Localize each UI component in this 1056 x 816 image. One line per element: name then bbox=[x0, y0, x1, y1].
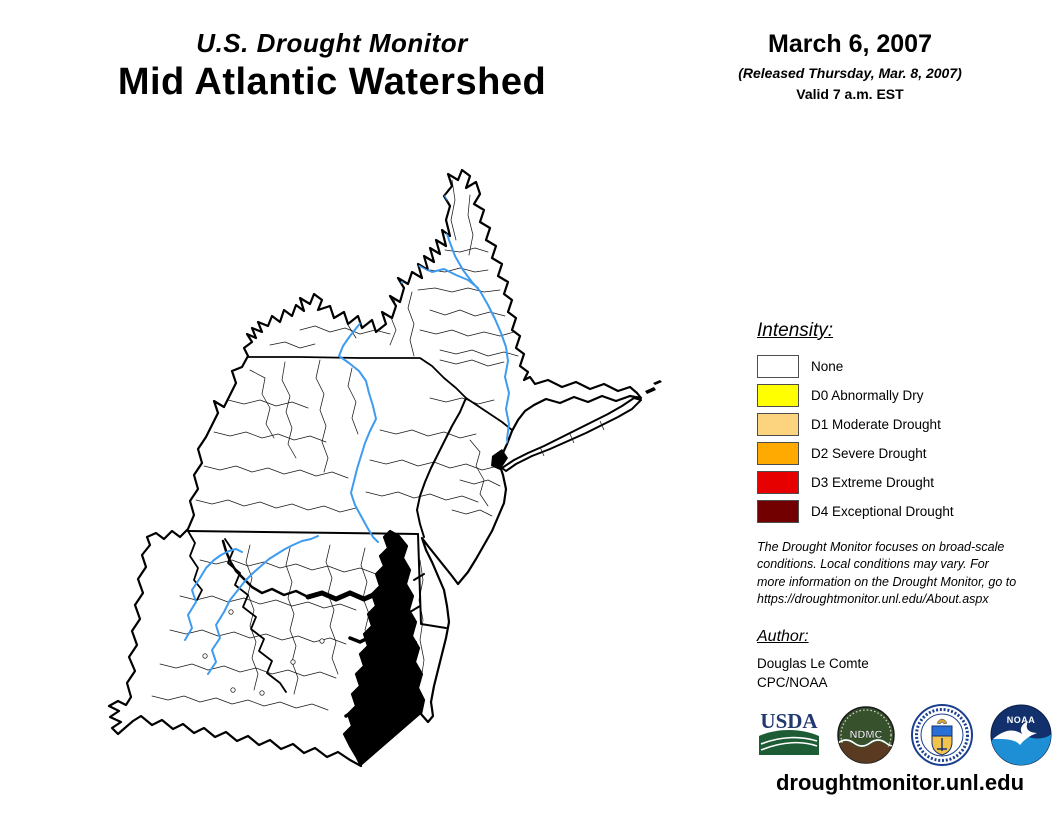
legend-item-d4: D4 Exceptional Drought bbox=[757, 497, 1037, 526]
usda-wordmark: USDA bbox=[760, 709, 818, 733]
noaa-wordmark: NOAA bbox=[1007, 715, 1036, 725]
legend-label: D4 Exceptional Drought bbox=[811, 504, 954, 519]
legend-label: D3 Extreme Drought bbox=[811, 475, 935, 490]
legend-label: D2 Severe Drought bbox=[811, 446, 927, 461]
author-block: Author: Douglas Le Comte CPC/NOAA bbox=[757, 628, 1037, 690]
long-island bbox=[491, 380, 662, 472]
legend-heading: Intensity: bbox=[757, 320, 834, 341]
east-end-islands bbox=[645, 380, 662, 394]
title-block: U.S. Drought Monitor Mid Atlantic Waters… bbox=[82, 28, 582, 104]
map-date: March 6, 2007 bbox=[768, 30, 932, 58]
noaa-logo: NOAA bbox=[990, 704, 1052, 766]
shenandoah-river-west bbox=[184, 548, 243, 641]
rappahannock-river-mouth bbox=[348, 634, 398, 644]
chesapeake-bay bbox=[305, 531, 425, 766]
release-date: (Released Thursday, Mar. 8, 2007) bbox=[738, 65, 962, 81]
author-name: Douglas Le Comte bbox=[757, 656, 869, 671]
seagull-icon bbox=[992, 721, 1037, 745]
author-org: CPC/NOAA bbox=[757, 675, 828, 690]
legend-item-d0: D0 Abnormally Dry bbox=[757, 381, 1037, 410]
date-block: March 6, 2007 (Released Thursday, Mar. 8… bbox=[700, 30, 1000, 102]
author-heading: Author: bbox=[757, 628, 809, 645]
color-swatch-none bbox=[757, 355, 799, 378]
legend-item-d3: D3 Extreme Drought bbox=[757, 468, 1037, 497]
color-swatch-d1 bbox=[757, 413, 799, 436]
shenandoah-river-east bbox=[207, 535, 319, 675]
page-title: Mid Atlantic Watershed bbox=[117, 61, 547, 103]
eagle-icon bbox=[936, 718, 948, 725]
new-york-harbor bbox=[491, 449, 508, 470]
agency-logos: USDA NDMC NOAA bbox=[757, 703, 1053, 767]
potomac-river-mouth bbox=[305, 590, 396, 602]
intensity-legend: Intensity: None D0 Abnormally Dry D1 Mod… bbox=[757, 320, 1037, 526]
james-river-mouth bbox=[344, 704, 406, 718]
hudson-river-lower bbox=[479, 290, 510, 456]
legend-item-d1: D1 Moderate Drought bbox=[757, 410, 1037, 439]
color-swatch-d0 bbox=[757, 384, 799, 407]
state-boundaries bbox=[187, 356, 513, 693]
legend-label: D1 Moderate Drought bbox=[811, 417, 941, 432]
valid-time: Valid 7 a.m. EST bbox=[796, 86, 904, 102]
commerce-seal-logo bbox=[911, 704, 974, 766]
york-river-mouth bbox=[366, 670, 402, 682]
disclaimer-text: The Drought Monitor focuses on broad-sca… bbox=[757, 540, 1017, 606]
program-title: U.S. Drought Monitor bbox=[196, 28, 468, 58]
usda-logo: USDA bbox=[759, 709, 819, 755]
legend-label: None bbox=[811, 359, 844, 374]
site-url: droughtmonitor.unl.edu bbox=[775, 770, 1025, 795]
legend-label: D0 Abnormally Dry bbox=[811, 388, 924, 403]
color-swatch-d3 bbox=[757, 471, 799, 494]
color-swatch-d4 bbox=[757, 500, 799, 523]
color-swatch-d2 bbox=[757, 442, 799, 465]
legend-item-d2: D2 Severe Drought bbox=[757, 439, 1037, 468]
legend-item-none: None bbox=[757, 352, 1037, 381]
ndmc-wordmark: NDMC bbox=[849, 729, 882, 741]
ndmc-logo: NDMC bbox=[836, 706, 895, 764]
